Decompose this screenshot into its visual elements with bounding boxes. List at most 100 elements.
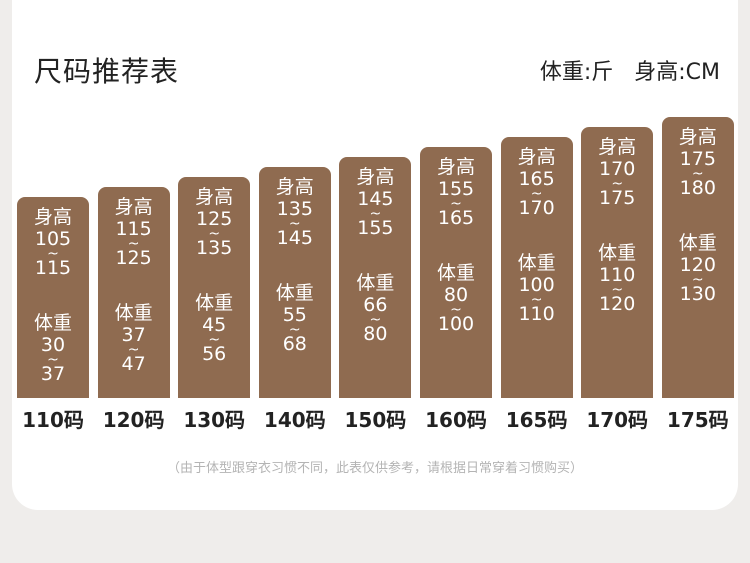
- weight-group: 体重 120 ~130: [662, 231, 734, 305]
- weight-low: 45: [202, 314, 227, 336]
- size-label: 175码: [666, 408, 729, 432]
- height-group: 身高 175 ~180: [662, 125, 734, 199]
- weight-group: 体重 37 ~47: [98, 301, 170, 375]
- weight-low: 55: [282, 304, 307, 326]
- weight-high: 80: [363, 323, 388, 345]
- height-group: 身高 135 ~145: [259, 175, 331, 249]
- height-low: 165: [518, 168, 555, 190]
- size-label: 110码: [22, 408, 84, 432]
- weight-label: 体重: [598, 242, 637, 264]
- height-label: 身高: [195, 186, 234, 208]
- weight-low: 66: [363, 294, 388, 316]
- size-label: 140码: [263, 408, 326, 432]
- height-group: 身高 155 ~165: [420, 155, 492, 229]
- weight-label: 体重: [33, 312, 72, 334]
- height-high: 175: [599, 187, 636, 209]
- height-high: 135: [196, 237, 233, 259]
- height-label: 身高: [436, 156, 475, 178]
- height-label: 身高: [275, 176, 314, 198]
- weight-high: 56: [202, 343, 227, 365]
- height-range-separator: ~: [611, 176, 624, 192]
- weight-label: 体重: [114, 302, 153, 324]
- height-low: 135: [276, 198, 313, 220]
- size-bar: 身高 165 ~170 体重 100 ~110: [500, 137, 573, 398]
- height-label: 身高: [678, 126, 717, 148]
- weight-high: 37: [40, 363, 66, 385]
- height-low: 155: [437, 178, 475, 200]
- weight-high: 100: [437, 313, 475, 335]
- size-bar: 身高 105 ~115 体重 30 ~37: [17, 197, 89, 398]
- height-low: 115: [115, 218, 152, 240]
- height-label: 身高: [33, 206, 72, 228]
- size-bar: 身高 175 ~180 体重 120 ~130: [661, 117, 734, 398]
- weight-range-separator: ~: [127, 342, 140, 358]
- weight-high: 47: [121, 353, 146, 375]
- height-group: 身高 125 ~135: [178, 185, 250, 259]
- weight-group: 体重 80 ~100: [420, 261, 492, 335]
- height-unit: 身高:CM: [634, 60, 720, 85]
- height-high: 125: [115, 247, 152, 269]
- height-group: 身高 115 ~125: [98, 195, 170, 269]
- size-label: 130码: [183, 408, 246, 432]
- height-range-separator: ~: [208, 226, 221, 242]
- weight-group: 体重 45 ~56: [178, 291, 250, 365]
- unit-legend: 体重:斤 身高:CM: [540, 54, 720, 86]
- height-group: 身高 165 ~170: [501, 145, 573, 219]
- weight-low: 110: [599, 264, 636, 286]
- weight-group: 体重 30 ~37: [17, 311, 89, 385]
- height-label: 身高: [598, 136, 637, 158]
- height-label: 身高: [356, 166, 395, 188]
- disclaimer-note: （由于体型跟穿衣习惯不同，此表仅供参考，请根据日常穿着习惯购买）: [166, 461, 583, 476]
- height-range-separator: ~: [530, 186, 543, 202]
- weight-high: 110: [518, 303, 555, 325]
- weight-range-separator: ~: [611, 282, 624, 298]
- page-title: 尺码推荐表: [34, 55, 180, 88]
- weight-range-separator: ~: [530, 292, 543, 308]
- height-label: 身高: [517, 146, 556, 168]
- size-bar: 身高 145 ~155 体重 66 ~80: [339, 157, 412, 398]
- height-high: 165: [437, 207, 475, 229]
- height-range-separator: ~: [369, 206, 382, 222]
- weight-label: 体重: [436, 262, 475, 284]
- height-range-separator: ~: [47, 246, 59, 262]
- weight-group: 体重 110 ~120: [581, 241, 653, 315]
- weight-label: 体重: [275, 282, 314, 304]
- weight-range-separator: ~: [691, 272, 704, 288]
- weight-group: 体重 100 ~110: [501, 251, 573, 325]
- height-high: 155: [357, 217, 394, 239]
- weight-low: 120: [679, 254, 716, 276]
- height-low: 105: [34, 228, 72, 250]
- weight-low: 37: [121, 324, 146, 346]
- size-bar: 身高 135 ~145 体重 55 ~68: [258, 167, 331, 398]
- size-bar-chart: 身高 105 ~115 体重 30 ~37 110码 身高 115 ~125 体重 37 ~47 120码…: [17, 117, 734, 432]
- height-high: 115: [34, 257, 72, 279]
- weight-label: 体重: [678, 232, 717, 254]
- weight-range-separator: ~: [288, 322, 301, 338]
- weight-unit: 体重:斤: [539, 60, 614, 85]
- weight-group: 体重 66 ~80: [339, 271, 411, 345]
- height-group: 身高 170 ~175: [581, 135, 653, 209]
- height-high: 145: [276, 227, 313, 249]
- size-bar: 身高 170 ~175 体重 110 ~120: [581, 127, 654, 398]
- weight-high: 68: [282, 333, 307, 355]
- weight-range-separator: ~: [47, 352, 59, 368]
- weight-low: 100: [518, 274, 555, 296]
- weight-label: 体重: [356, 272, 395, 294]
- size-bar: 身高 155 ~165 体重 80 ~100: [420, 147, 492, 398]
- height-label: 身高: [114, 196, 153, 218]
- height-group: 身高 145 ~155: [339, 165, 411, 239]
- weight-label: 体重: [517, 252, 556, 274]
- weight-group: 体重 55 ~68: [259, 281, 331, 355]
- size-label: 120码: [102, 408, 165, 432]
- height-range-separator: ~: [450, 196, 462, 212]
- height-low: 125: [196, 208, 233, 230]
- weight-label: 体重: [195, 292, 234, 314]
- height-range-separator: ~: [288, 216, 301, 232]
- weight-range-separator: ~: [208, 332, 221, 348]
- weight-high: 130: [679, 283, 716, 305]
- height-low: 145: [357, 188, 394, 210]
- height-low: 175: [679, 148, 716, 170]
- weight-low: 80: [443, 284, 469, 306]
- height-high: 180: [679, 177, 716, 199]
- weight-low: 30: [40, 334, 66, 356]
